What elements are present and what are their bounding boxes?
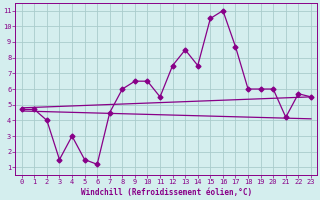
X-axis label: Windchill (Refroidissement éolien,°C): Windchill (Refroidissement éolien,°C) [81, 188, 252, 197]
